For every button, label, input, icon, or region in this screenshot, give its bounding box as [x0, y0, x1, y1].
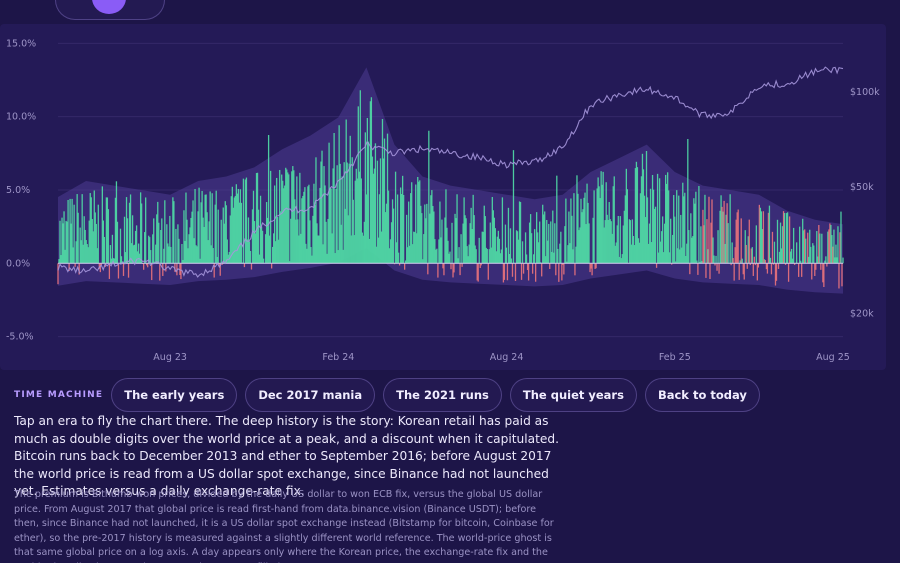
- methodology-note: The premium is Bithumb won prices, divid…: [14, 489, 554, 563]
- era-button-2021-runs[interactable]: The 2021 runs: [383, 378, 502, 412]
- y-tick-label: 0.0%: [6, 258, 30, 269]
- x-tick-label: Aug 23: [153, 352, 187, 363]
- y-right-tick-label: $100k: [850, 87, 880, 98]
- era-button-early-years[interactable]: The early years: [111, 378, 238, 412]
- premium-chart[interactable]: 15.0% 10.0% 5.0% 0.0% -5.0% $100k $50k $20k Aug …: [0, 24, 886, 370]
- x-tick-label: Aug 24: [490, 352, 524, 363]
- time-machine: TIME MACHINE The early years Dec 2017 ma…: [14, 378, 760, 412]
- chart-description: Tap an era to fly the chart there. The d…: [14, 414, 560, 498]
- x-tick-label: Aug 25: [816, 352, 850, 363]
- x-tick-label: Feb 25: [659, 352, 691, 363]
- era-button-back-to-today[interactable]: Back to today: [644, 378, 760, 412]
- premium-chart-panel: 15.0% 10.0% 5.0% 0.0% -5.0% $100k $50k $20k Aug …: [0, 24, 886, 370]
- y-right-tick-label: $50k: [850, 182, 874, 193]
- y-tick-label: 10.0%: [6, 112, 36, 123]
- toggle-knob[interactable]: [92, 0, 126, 14]
- y-tick-label: -5.0%: [6, 332, 34, 343]
- y-tick-label: 15.0%: [6, 38, 36, 49]
- era-button-dec-2017-mania[interactable]: Dec 2017 mania: [245, 378, 376, 412]
- y-tick-label: 5.0%: [6, 185, 30, 196]
- world-price-line: [57, 66, 844, 278]
- time-machine-label: TIME MACHINE: [14, 390, 104, 400]
- era-button-quiet-years[interactable]: The quiet years: [509, 378, 637, 412]
- x-tick-label: Feb 24: [322, 352, 354, 363]
- y-right-tick-label: $20k: [850, 308, 874, 319]
